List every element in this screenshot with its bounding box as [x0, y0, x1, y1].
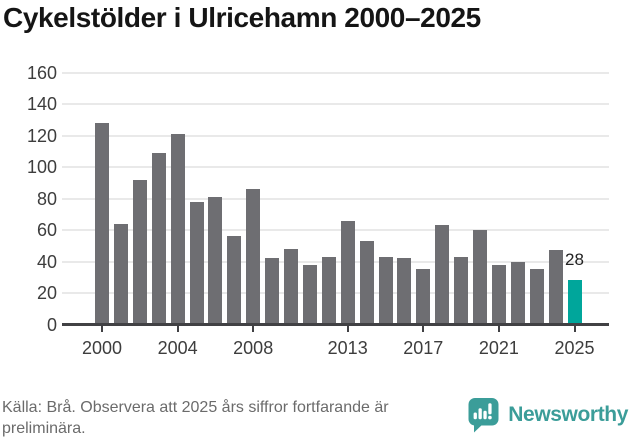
bar-2020: [473, 230, 487, 325]
bar-2000: [95, 122, 109, 325]
x-axis-tick: [497, 325, 500, 332]
x-axis-label: 2025: [554, 338, 595, 358]
bar-2014: [359, 241, 374, 325]
bar-2010: [284, 248, 298, 325]
y-axis-label: 100: [26, 157, 57, 177]
newsworthy-logo: Newsworthy: [468, 397, 628, 433]
bar-2008: [246, 189, 261, 325]
gridline: [62, 71, 609, 74]
x-axis-label: 2021: [478, 338, 519, 358]
y-axis-label: 20: [36, 283, 57, 303]
x-axis-label: 2008: [233, 338, 274, 358]
source-note-line: Källa: Brå. Observera att 2025 års siffr…: [2, 399, 389, 416]
y-axis-label: 60: [36, 220, 57, 240]
y-axis-label: 80: [36, 188, 57, 209]
gridline: [62, 134, 609, 137]
bar-2002: [132, 179, 147, 325]
gridline: [62, 103, 609, 105]
bar-2004: [170, 133, 185, 325]
bar-2009: [265, 258, 280, 325]
x-axis-label: 2004: [157, 338, 198, 358]
source-note-line: preliminära.: [2, 419, 86, 437]
newsworthy-wordmark: Newsworthy: [508, 403, 628, 426]
bar-2021: [491, 264, 506, 325]
source-note: Källa: Brå. Observera att 2025 års siffr…: [2, 398, 472, 439]
x-axis-tick: [252, 325, 255, 332]
x-axis-line: [62, 323, 609, 326]
x-axis-label: 2013: [327, 338, 368, 358]
bar-2006: [208, 196, 223, 325]
x-axis-tick: [101, 325, 103, 332]
bar-2013: [340, 220, 355, 325]
y-axis-label: 160: [26, 62, 57, 83]
bar-2022: [510, 261, 525, 325]
footer: Källa: Brå. Observera att 2025 års siffr…: [0, 395, 631, 439]
bar-2017: [416, 269, 431, 325]
bar-2016: [397, 258, 412, 325]
x-axis-tick: [573, 325, 576, 332]
y-axis-label: 40: [36, 251, 57, 272]
y-axis-label: 120: [26, 125, 57, 146]
bar-2003: [151, 152, 166, 325]
y-axis-label: 0: [46, 314, 57, 335]
bar-2012: [321, 256, 336, 325]
gridline: [62, 229, 609, 231]
x-axis-tick: [346, 325, 349, 332]
newsworthy-icon: [468, 398, 499, 433]
bar-2007: [227, 236, 242, 325]
bar-2005: [189, 201, 204, 325]
x-axis-label: 2017: [403, 338, 444, 358]
gridline: [62, 166, 609, 168]
bar-2018: [435, 225, 450, 325]
x-axis-tick: [422, 325, 425, 332]
value-label-2025: 28: [565, 250, 584, 269]
x-axis-tick: [176, 325, 179, 332]
gridline: [62, 197, 609, 200]
x-axis-label: 2000: [81, 338, 123, 358]
bar-2011: [302, 264, 317, 325]
bar-2024: [548, 250, 563, 325]
bar-2019: [454, 256, 469, 325]
bar-2023: [529, 269, 544, 325]
bar-2015: [378, 256, 393, 325]
bar-2001: [113, 223, 128, 325]
bar-2025: [567, 280, 582, 325]
y-axis-label: 140: [26, 94, 57, 114]
chart-title: Cykelstölder i Ulricehamn 2000–2025: [3, 2, 481, 33]
